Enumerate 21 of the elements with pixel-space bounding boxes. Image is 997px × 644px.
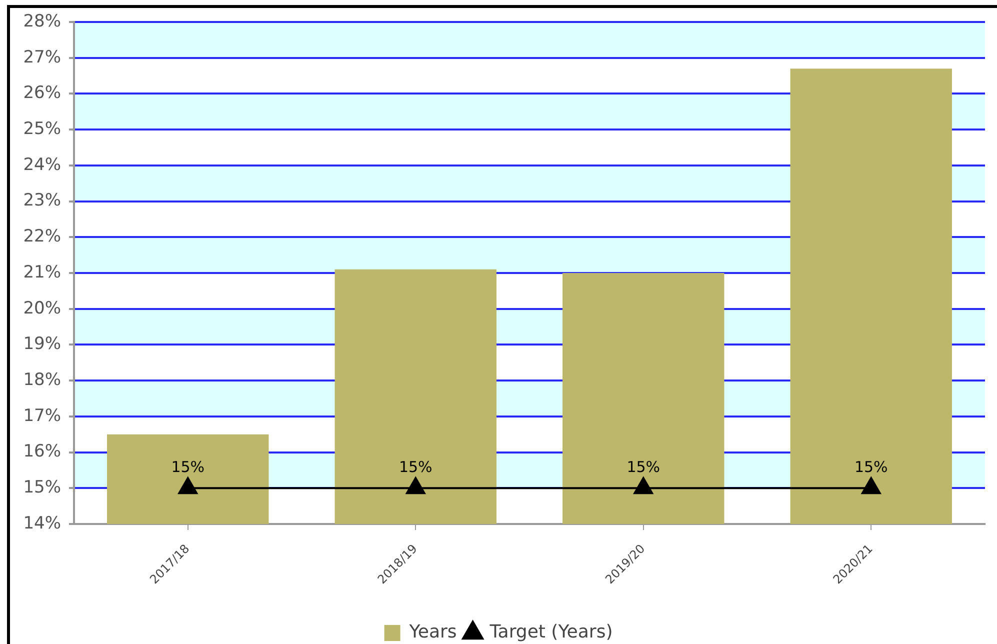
y-tick-label: 15% bbox=[23, 478, 61, 498]
y-tick-label: 23% bbox=[23, 190, 61, 211]
data-label: 15% bbox=[626, 458, 660, 476]
y-tick-label: 14% bbox=[23, 513, 61, 534]
data-label: 15% bbox=[398, 458, 432, 476]
y-tick-label: 24% bbox=[23, 154, 61, 175]
y-tick-label: 17% bbox=[23, 406, 61, 426]
y-tick-label: 25% bbox=[23, 118, 61, 139]
y-tick-label: 28% bbox=[23, 11, 61, 32]
y-tick-label: 21% bbox=[23, 262, 61, 282]
data-label: 15% bbox=[171, 458, 205, 476]
y-tick-label: 22% bbox=[23, 226, 61, 247]
y-tick-label: 26% bbox=[23, 83, 61, 104]
y-tick-label: 16% bbox=[23, 442, 61, 462]
legend-label: Target (Years) bbox=[488, 622, 613, 643]
y-tick-label: 27% bbox=[23, 47, 61, 68]
y-tick-label: 18% bbox=[23, 370, 61, 390]
y-tick-label: 20% bbox=[23, 298, 61, 318]
y-tick-label: 19% bbox=[23, 334, 61, 354]
legend-label: Years bbox=[408, 622, 457, 643]
data-label: 15% bbox=[854, 458, 888, 476]
